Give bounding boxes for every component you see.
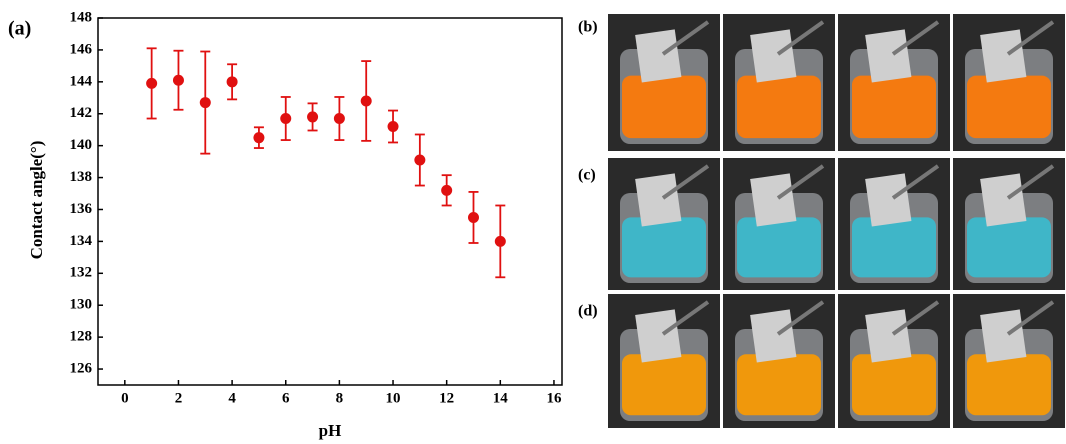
sample: [980, 309, 1027, 363]
point: [253, 132, 265, 144]
tweezer: [1006, 300, 1055, 336]
liquid: [737, 354, 821, 416]
y-tick-label: 134: [70, 233, 93, 249]
liquid: [737, 217, 821, 278]
y-tick-label: 130: [70, 297, 93, 313]
tweezer: [1006, 20, 1055, 56]
y-tick-label: 128: [70, 329, 93, 345]
liquid: [622, 354, 706, 416]
tweezer: [776, 300, 825, 336]
point: [414, 154, 426, 166]
sample: [635, 29, 682, 83]
x-axis-label: pH: [319, 421, 342, 440]
y-tick-label: 144: [70, 73, 93, 89]
x-tick-label: 0: [121, 390, 129, 406]
x-tick-label: 6: [282, 390, 290, 406]
point: [360, 95, 372, 107]
y-axis-label: Contact angle(°): [27, 141, 46, 260]
liquid: [967, 354, 1051, 416]
sample: [750, 309, 797, 363]
point: [146, 77, 158, 89]
tweezer: [661, 164, 710, 200]
liquid: [852, 217, 936, 278]
panel-label: (a): [8, 18, 31, 40]
liquid: [622, 217, 706, 278]
y-tick-label: 136: [70, 201, 93, 217]
sample: [980, 29, 1027, 83]
point: [494, 235, 506, 247]
y-tick-label: 142: [70, 105, 93, 121]
x-tick-label: 12: [439, 390, 454, 406]
photo-label: (b): [578, 19, 598, 36]
y-tick-label: 148: [70, 9, 93, 25]
tweezer: [891, 300, 940, 336]
tweezer: [1006, 164, 1055, 200]
point: [387, 121, 399, 133]
photo-label: (d): [578, 303, 598, 320]
x-tick-label: 2: [175, 390, 183, 406]
sample: [750, 173, 797, 227]
point: [441, 184, 453, 196]
sample: [865, 29, 912, 83]
tweezer: [776, 20, 825, 56]
y-tick-label: 146: [70, 41, 93, 57]
x-tick-label: 16: [546, 390, 562, 406]
tweezer: [661, 20, 710, 56]
x-tick-label: 4: [228, 390, 236, 406]
liquid: [967, 75, 1051, 139]
tweezer: [661, 300, 710, 336]
x-tick-label: 10: [386, 390, 401, 406]
plot-frame: [97, 17, 563, 386]
liquid: [852, 354, 936, 416]
sample: [865, 173, 912, 227]
tweezer: [776, 164, 825, 200]
y-tick-label: 132: [70, 265, 93, 281]
y-tick-label: 126: [70, 360, 93, 376]
point: [467, 211, 479, 223]
liquid: [622, 75, 706, 139]
sample: [980, 173, 1027, 227]
sample: [635, 173, 682, 227]
sample: [635, 309, 682, 363]
y-tick-label: 140: [70, 137, 93, 153]
photo-label: (c): [578, 167, 596, 184]
point: [333, 113, 345, 125]
x-tick-label: 14: [493, 390, 509, 406]
point: [199, 97, 211, 109]
y-tick-label: 138: [70, 169, 93, 185]
liquid: [737, 75, 821, 139]
sample: [750, 29, 797, 83]
point: [172, 74, 184, 86]
photos: [608, 14, 1065, 428]
point: [226, 76, 238, 88]
point: [307, 111, 319, 123]
liquid: [852, 75, 936, 139]
x-tick-label: 8: [336, 390, 344, 406]
liquid: [967, 217, 1051, 278]
sample: [865, 309, 912, 363]
point: [280, 113, 292, 125]
tweezer: [891, 164, 940, 200]
tweezer: [891, 20, 940, 56]
